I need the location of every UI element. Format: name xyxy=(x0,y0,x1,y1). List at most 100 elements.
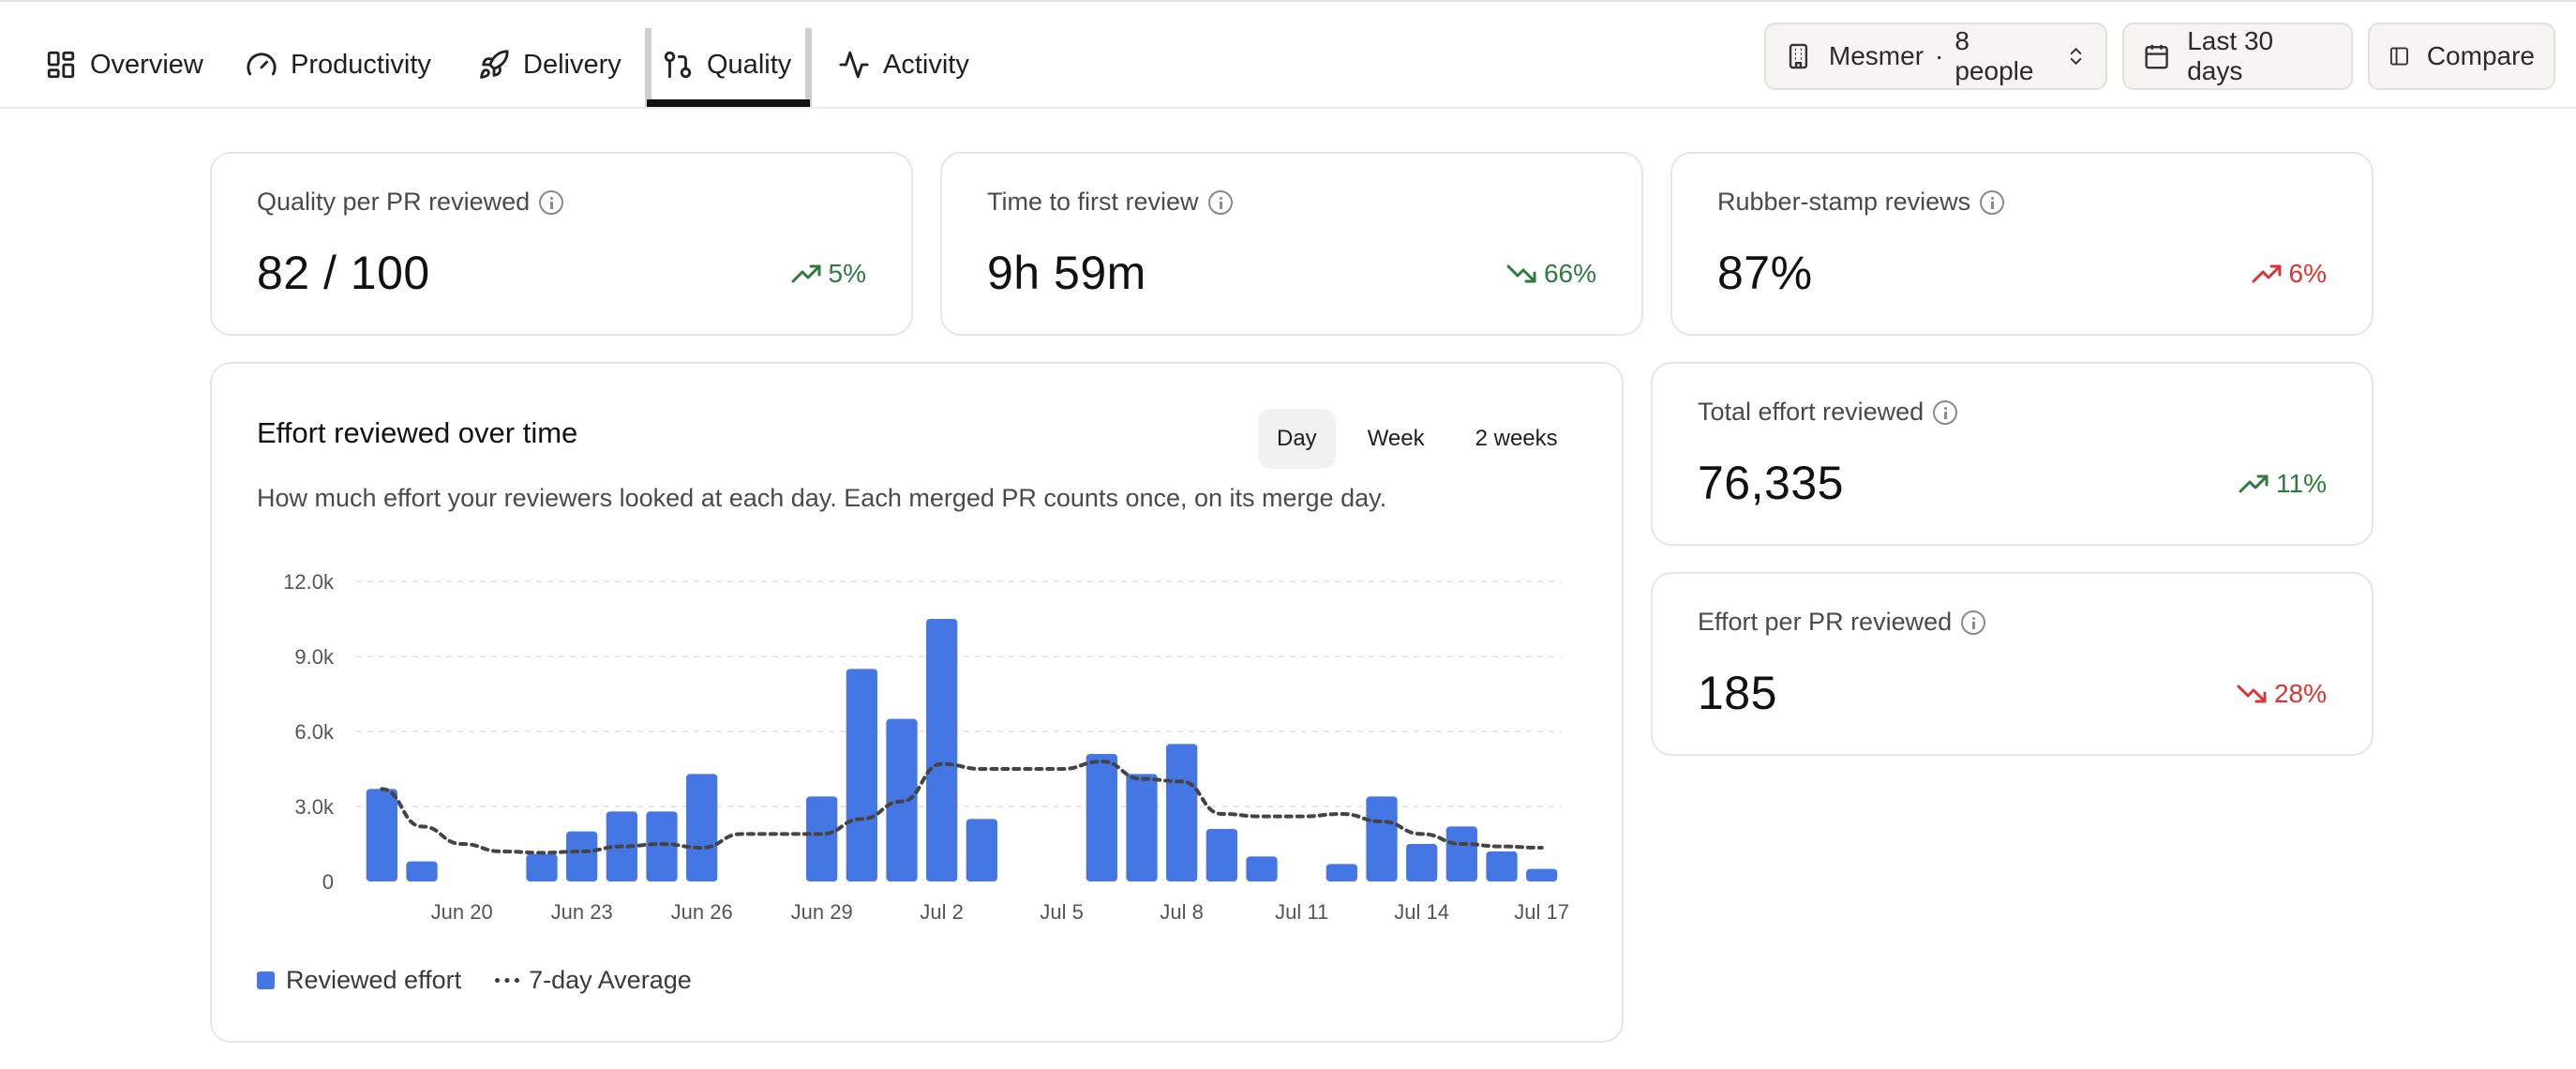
y-tick-label: 12.0k xyxy=(283,570,335,594)
x-tick-label: Jul 14 xyxy=(1394,900,1449,924)
bar-jul-9[interactable] xyxy=(1206,829,1237,881)
granularity-2weeks-button[interactable]: 2 weeks xyxy=(1475,426,1558,451)
tab-overview[interactable]: Overview xyxy=(45,23,203,107)
bar-jul-15[interactable] xyxy=(1445,826,1477,881)
bar-jul-13[interactable] xyxy=(1366,796,1398,881)
bar-jun-29[interactable] xyxy=(806,796,838,881)
bar-jun-18[interactable] xyxy=(366,789,397,881)
kpi-delta-value: 66% xyxy=(1543,259,1596,288)
bar-jun-22[interactable] xyxy=(526,853,558,881)
team-selector[interactable]: Mesmer · 8 people xyxy=(1764,23,2107,90)
tab-overview-label: Overview xyxy=(90,49,203,80)
bar-jun-25[interactable] xyxy=(646,811,678,881)
trend-down-icon xyxy=(1506,264,1536,283)
granularity-week-button[interactable]: Week xyxy=(1367,426,1425,451)
bar-jul-2[interactable] xyxy=(926,619,958,881)
chart-legend: Reviewed effort 7-day Average xyxy=(257,966,692,995)
bar-jul-17[interactable] xyxy=(1526,868,1558,881)
bar-jul-8[interactable] xyxy=(1166,744,1198,881)
kpi-label: Total effort reviewed xyxy=(1698,398,1958,427)
granularity-day-button[interactable]: Day xyxy=(1258,409,1336,469)
kpi-delta: 28% xyxy=(2237,679,2327,709)
gauge-icon xyxy=(247,53,277,76)
bar-jul-6[interactable] xyxy=(1086,754,1117,881)
legend-swatch-bar xyxy=(257,971,275,989)
tab-quality[interactable]: Quality xyxy=(662,23,792,107)
bar-jul-14[interactable] xyxy=(1406,844,1438,881)
kpi-label-text: Time to first review xyxy=(987,188,1199,216)
x-tick-label: Jun 29 xyxy=(791,900,853,924)
bar-jun-19[interactable] xyxy=(406,861,438,881)
info-icon[interactable] xyxy=(1980,189,2005,215)
kpi-delta: 5% xyxy=(791,259,866,289)
kpi-delta-value: 28% xyxy=(2273,679,2327,708)
compare-label: Compare xyxy=(2426,41,2535,70)
tab-edge-left xyxy=(645,28,651,107)
legend-label-bar: Reviewed effort xyxy=(286,966,462,994)
y-tick-label: 9.0k xyxy=(294,645,335,669)
x-tick-label: Jun 20 xyxy=(431,900,493,924)
tab-delivery-label: Delivery xyxy=(523,49,622,80)
tab-productivity[interactable]: Productivity xyxy=(246,23,431,107)
team-separator-dot: · xyxy=(1935,41,1944,70)
info-icon[interactable] xyxy=(1207,189,1233,215)
tab-activity[interactable]: Activity xyxy=(838,23,969,107)
kpi-label: Effort per PR reviewed xyxy=(1698,608,1986,637)
x-tick-label: Jul 17 xyxy=(1514,900,1569,924)
tab-delivery[interactable]: Delivery xyxy=(478,23,622,107)
bar-jun-23[interactable] xyxy=(566,831,598,881)
x-tick-label: Jul 2 xyxy=(920,900,963,924)
bar-jul-12[interactable] xyxy=(1325,864,1357,881)
tab-edge-right xyxy=(805,28,812,107)
y-tick-label: 0 xyxy=(322,870,334,894)
date-range-label: Last 30 days xyxy=(2187,26,2274,85)
effort-bar-chart: 0 3.0k 6.0k 9.0k 12.0k Jun 20 Jun 23 Jun 26 Jun… xyxy=(283,570,1569,924)
top-nav-bar: Overview Productivity Delivery Quality A… xyxy=(0,0,2576,109)
columns-icon xyxy=(2389,47,2408,66)
dashboard-icon xyxy=(47,51,75,79)
x-tick-label: Jun 26 xyxy=(671,900,733,924)
kpi-label-text: Quality per PR reviewed xyxy=(257,188,531,216)
x-tick-label: Jul 8 xyxy=(1160,900,1203,924)
git-compare-icon xyxy=(664,51,692,79)
rocket-icon xyxy=(480,50,509,79)
trend-down-icon xyxy=(2237,685,2267,703)
bar-jul-7[interactable] xyxy=(1126,774,1158,881)
kpi-delta-value: 5% xyxy=(828,259,866,288)
building-icon xyxy=(1789,43,1808,69)
kpi-label: Quality per PR reviewed xyxy=(257,188,564,217)
chart-title: Effort reviewed over time xyxy=(257,416,578,449)
kpi-delta: 66% xyxy=(1506,259,1596,289)
kpi-card-quality: Quality per PR reviewed 82 / 100 5% xyxy=(210,152,913,336)
kpi-card-rubber-stamp: Rubber-stamp reviews 87% 6% xyxy=(1670,152,2374,336)
bar-jun-26[interactable] xyxy=(686,774,718,881)
trend-up-icon xyxy=(2252,264,2282,283)
info-icon[interactable] xyxy=(539,189,564,215)
team-count: 8 people xyxy=(1954,26,2034,85)
legend-label-line: 7-day Average xyxy=(529,966,692,994)
info-icon[interactable] xyxy=(1933,399,1958,425)
bar-jul-16[interactable] xyxy=(1486,851,1518,881)
trend-up-icon xyxy=(2239,474,2269,493)
chevrons-up-down-icon xyxy=(2070,47,2082,66)
y-tick-label: 3.0k xyxy=(294,795,335,819)
trend-up-icon xyxy=(791,264,821,283)
date-range-selector[interactable]: Last 30 days xyxy=(2122,23,2353,90)
kpi-delta: 6% xyxy=(2252,259,2327,289)
tab-productivity-label: Productivity xyxy=(291,49,431,80)
info-icon[interactable] xyxy=(1961,610,1986,635)
bar-jul-10[interactable] xyxy=(1246,856,1278,881)
bar-jun-30[interactable] xyxy=(846,669,877,881)
granularity-toggle: Day Week 2 weeks xyxy=(1258,409,1577,469)
tab-activity-label: Activity xyxy=(883,49,969,80)
bar-jul-3[interactable] xyxy=(966,819,997,881)
kpi-label-text: Rubber-stamp reviews xyxy=(1717,188,1971,216)
x-tick-label: Jun 23 xyxy=(551,900,613,924)
active-tab-indicator xyxy=(647,99,810,107)
kpi-card-total-effort: Total effort reviewed 76,335 11% xyxy=(1651,362,2374,546)
kpi-value: 185 xyxy=(1698,667,1777,719)
kpi-label-text: Total effort reviewed xyxy=(1698,398,1925,426)
compare-button[interactable]: Compare xyxy=(2368,23,2555,90)
y-tick-label: 6.0k xyxy=(294,720,335,744)
seven-day-average-line xyxy=(380,759,1544,855)
